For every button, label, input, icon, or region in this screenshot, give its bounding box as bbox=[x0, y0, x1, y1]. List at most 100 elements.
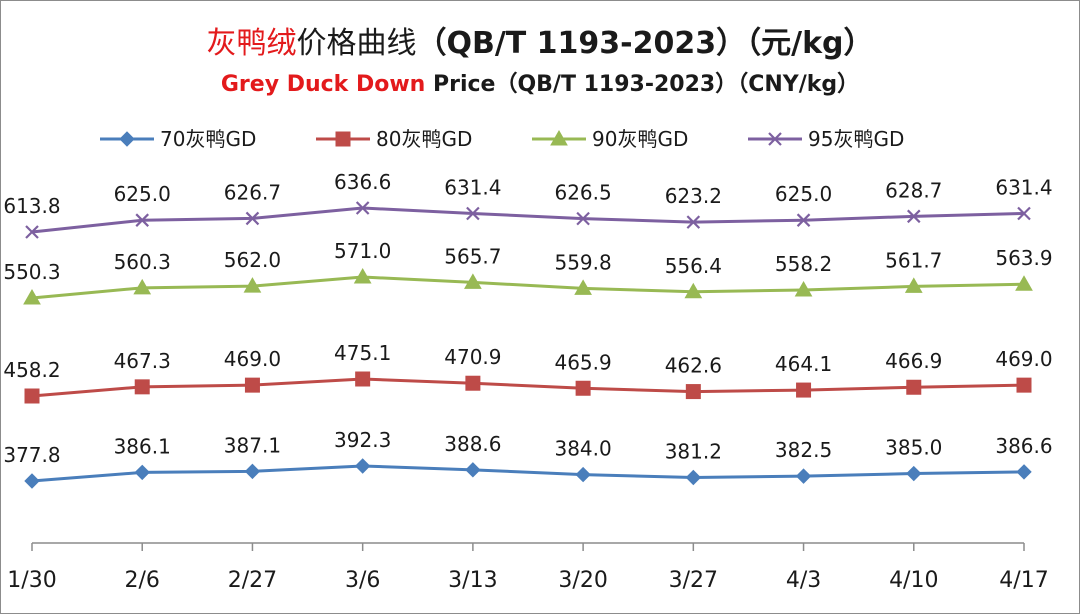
data-point bbox=[574, 279, 592, 295]
data-point bbox=[133, 278, 152, 295]
data-label: 475.1 bbox=[334, 341, 391, 365]
data-label: 377.8 bbox=[3, 443, 60, 467]
chart-title-en: Grey Duck Down Price（QB/T 1193-2023）（CNY… bbox=[0, 66, 1080, 98]
data-label: 385.0 bbox=[885, 436, 942, 460]
data-point bbox=[906, 209, 921, 224]
data-point bbox=[685, 469, 702, 486]
legend-marker-icon bbox=[550, 129, 568, 146]
x-tick-label: 2/27 bbox=[228, 568, 277, 593]
data-label: 467.3 bbox=[114, 349, 171, 373]
legend-marker-icon bbox=[768, 132, 782, 146]
legend-entry-label: 90灰鸭GD bbox=[592, 127, 688, 151]
data-label: 386.6 bbox=[995, 434, 1052, 458]
data-point bbox=[23, 288, 41, 305]
data-label: 561.7 bbox=[885, 248, 942, 272]
data-label: 613.8 bbox=[3, 194, 60, 218]
data-point bbox=[465, 375, 481, 391]
data-label: 625.0 bbox=[775, 182, 832, 206]
data-label: 382.5 bbox=[775, 438, 832, 462]
chart-series: 377.8 386.1 387.1 392.3 388.6 384.0 381.2 382.5… bbox=[3, 170, 1053, 489]
data-label: 631.4 bbox=[995, 175, 1052, 199]
x-tick-label: 1/30 bbox=[7, 568, 56, 593]
data-label: 458.2 bbox=[3, 358, 60, 382]
data-point bbox=[25, 225, 39, 239]
data-label: 466.9 bbox=[885, 349, 942, 373]
x-tick-label: 3/13 bbox=[448, 568, 497, 593]
data-label: 384.0 bbox=[554, 437, 611, 461]
data-point bbox=[24, 473, 40, 489]
data-point bbox=[575, 380, 591, 396]
data-point bbox=[575, 466, 591, 483]
data-point bbox=[796, 213, 811, 227]
x-tick-label: 4/3 bbox=[786, 568, 821, 593]
data-point bbox=[685, 384, 701, 400]
data-label: 562.0 bbox=[224, 248, 281, 272]
data-point bbox=[465, 462, 481, 478]
data-label: 469.0 bbox=[995, 347, 1052, 371]
series-group: 377.8 386.1 387.1 392.3 388.6 384.0 381.2 382.5… bbox=[3, 428, 1053, 489]
data-point bbox=[904, 277, 923, 293]
data-point bbox=[906, 465, 922, 482]
data-label: 623.2 bbox=[665, 184, 722, 208]
data-label: 563.9 bbox=[995, 246, 1052, 270]
chart-legend: 70灰鸭GD 80灰鸭GD 90灰鸭GD 95灰鸭GD bbox=[100, 127, 904, 151]
data-point bbox=[134, 379, 150, 395]
chart-title-cn-accent: 灰鸭绒 bbox=[206, 26, 297, 61]
data-point bbox=[795, 468, 812, 484]
data-label: 631.4 bbox=[444, 175, 501, 199]
data-point bbox=[464, 273, 482, 289]
legend-entry-label: 70灰鸭GD bbox=[160, 127, 256, 151]
data-point bbox=[353, 267, 372, 284]
data-label: 571.0 bbox=[334, 239, 391, 263]
data-point bbox=[686, 215, 701, 229]
x-axis: 1/30 2/6 2/27 3/6 3/13 3/20 3/27 4/3 4/10 4/17 bbox=[7, 542, 1049, 593]
chart-title-cn-unit: （元/kg） bbox=[746, 26, 874, 61]
data-point bbox=[1015, 275, 1033, 291]
x-tick-label: 3/20 bbox=[558, 568, 607, 593]
data-point bbox=[684, 282, 703, 299]
data-label: 464.1 bbox=[775, 352, 832, 376]
series-line bbox=[31, 206, 1025, 234]
data-label: 387.1 bbox=[224, 433, 281, 457]
data-label: 550.3 bbox=[3, 260, 60, 284]
data-label: 626.7 bbox=[224, 180, 281, 204]
x-tick-label: 4/17 bbox=[999, 568, 1048, 593]
legend-marker-icon bbox=[119, 131, 135, 147]
legend-entry-label: 80灰鸭GD bbox=[376, 127, 472, 151]
data-label: 628.7 bbox=[885, 178, 942, 202]
legend-entry-label: 95灰鸭GD bbox=[808, 127, 904, 151]
data-point bbox=[466, 206, 480, 221]
data-point bbox=[796, 382, 812, 398]
data-point bbox=[906, 379, 922, 395]
data-label: 558.2 bbox=[775, 252, 832, 276]
chart-title-en-rest: Price（QB/T 1193-2023）（CNY/kg） bbox=[425, 72, 860, 97]
data-label: 465.9 bbox=[554, 350, 611, 374]
data-point bbox=[243, 277, 262, 293]
data-label: 559.8 bbox=[554, 250, 611, 274]
x-tick-label: 3/27 bbox=[669, 568, 718, 593]
data-point bbox=[1016, 377, 1032, 393]
data-label: 565.7 bbox=[444, 244, 501, 268]
data-point bbox=[355, 201, 370, 215]
x-tick-label: 4/10 bbox=[889, 568, 938, 593]
chart-title-en-accent: Grey Duck Down bbox=[220, 72, 426, 97]
series-line bbox=[31, 377, 1025, 398]
data-point bbox=[1017, 206, 1031, 221]
series-group: 458.2 467.3 469.0 475.1 470.9 465.9 462.6 464.1… bbox=[3, 341, 1053, 404]
data-point bbox=[24, 388, 40, 404]
data-point bbox=[135, 213, 150, 227]
data-label: 392.3 bbox=[334, 428, 391, 452]
series-group: 550.3 560.3 562.0 571.0 565.7 559.8 556.4 558.2… bbox=[3, 239, 1053, 305]
series-line bbox=[31, 275, 1025, 300]
data-point bbox=[245, 211, 260, 226]
data-point bbox=[354, 458, 371, 474]
data-label: 556.4 bbox=[665, 254, 722, 278]
data-point bbox=[134, 464, 150, 481]
chart-title-cn-rest: 价格曲线 bbox=[296, 26, 417, 61]
chart-title-cn: 灰鸭绒价格曲线（QB/T 1193-2023）（元/kg） bbox=[0, 18, 1080, 62]
data-label: 386.1 bbox=[114, 434, 171, 458]
data-label: 388.6 bbox=[444, 432, 501, 456]
data-label: 462.6 bbox=[665, 354, 722, 378]
